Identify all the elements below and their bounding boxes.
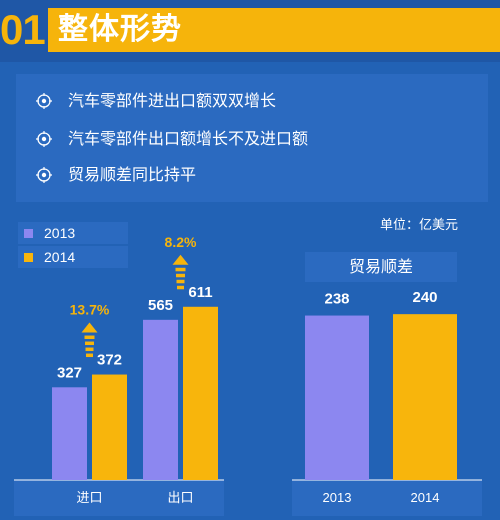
target-icon	[36, 131, 52, 147]
data-label: 327	[57, 364, 82, 381]
trade-chart-title-box	[305, 252, 457, 282]
target-icon	[36, 93, 52, 109]
legend-swatch-2013	[24, 229, 33, 238]
bar-surplus-2013	[305, 315, 369, 480]
bar-2014-1	[183, 306, 218, 480]
bar-2013-1	[143, 319, 178, 480]
data-label: 238	[324, 291, 349, 308]
data-label: 565	[148, 297, 173, 314]
key-point-text: 贸易顺差同比持平	[68, 165, 197, 184]
category-label: 进口	[76, 490, 102, 505]
section-title: 整体形势	[58, 12, 182, 47]
bar-2013-0	[52, 387, 87, 480]
title-banner	[48, 8, 500, 52]
category-label: 2013	[323, 490, 352, 505]
key-point-text: 汽车零部件进出口额双双增长	[68, 91, 277, 110]
bar-surplus-2014	[393, 314, 457, 480]
growth-arrow-icon	[81, 322, 98, 358]
legend-item-2014: 2014	[18, 246, 128, 268]
bar-2014-0	[92, 374, 127, 480]
key-point-text: 汽车零部件出口额增长不及进口额	[68, 129, 309, 148]
legend-item-2013: 2013	[18, 222, 128, 244]
section-number: 01	[0, 6, 46, 53]
legend-label: 2013	[44, 225, 76, 241]
category-label: 出口	[167, 490, 193, 505]
growth-arrow-icon	[172, 254, 189, 290]
target-icon	[36, 167, 52, 183]
trade-chart-title: 贸易顺差	[348, 257, 413, 276]
key-points-panel	[16, 74, 488, 202]
legend-swatch-2014	[24, 253, 33, 262]
data-label: 372	[97, 352, 122, 369]
x-axis-strip	[292, 480, 482, 516]
data-label: 240	[412, 289, 437, 306]
legend-label: 2014	[44, 249, 76, 265]
growth-rate-label: 8.2%	[165, 234, 197, 250]
growth-rate-label: 13.7%	[70, 302, 110, 318]
category-label: 2014	[411, 490, 440, 505]
x-axis-strip	[14, 480, 224, 516]
unit-label: 单位：亿美元	[380, 218, 459, 233]
data-label: 611	[188, 284, 212, 301]
